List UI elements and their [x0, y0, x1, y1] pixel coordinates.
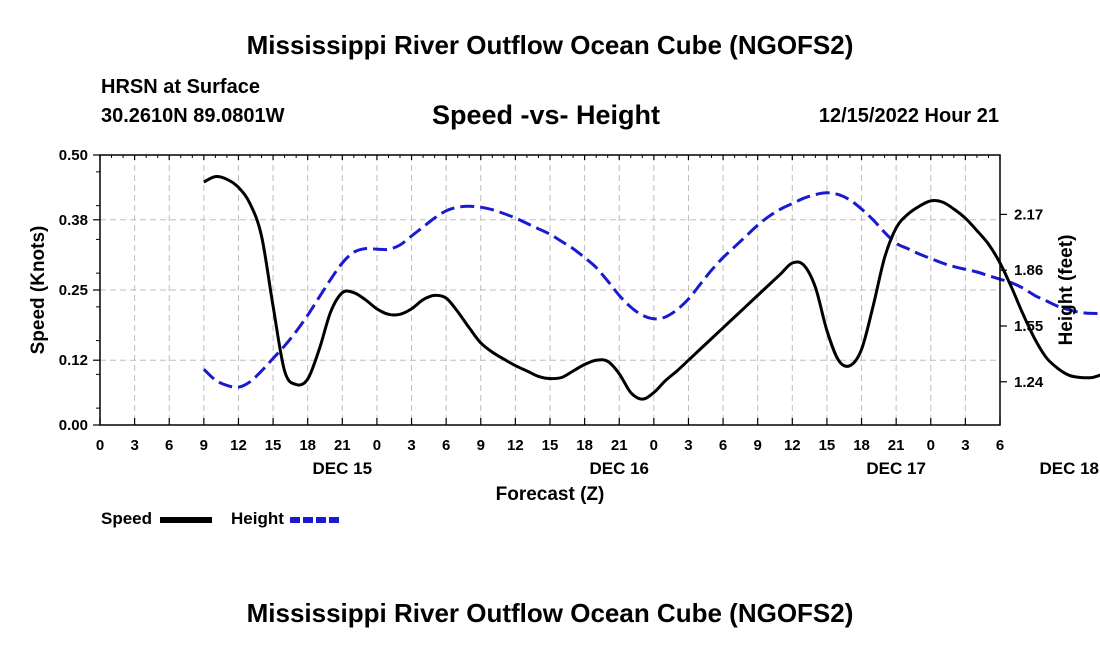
axes-group: 0 3 6 9 12 15 18 21 0 3 6 9 12 15 18 21 0 3 6 9 12 15 18 21 0 3 6 0…	[28, 147, 1099, 505]
x-day-label: DEC 15	[313, 459, 373, 478]
footer-title: Mississippi River Outflow Ocean Cube (NG…	[246, 598, 854, 628]
x-tick-label: 0	[96, 437, 104, 454]
y-tick-label: 0.38	[59, 212, 88, 229]
x-tick-label: 18	[299, 437, 316, 454]
x-tick-label: 18	[576, 437, 593, 454]
x-tick-label: 6	[442, 437, 450, 454]
x-tick-label: 3	[961, 437, 969, 454]
speed-series-line	[203, 174, 1100, 401]
x-tick-label: 9	[477, 437, 485, 454]
x-tick-label: 15	[542, 437, 559, 454]
legend-height-label: Height	[231, 509, 284, 528]
x-tick-label: 21	[888, 437, 905, 454]
x-tick-label: 15	[265, 437, 282, 454]
legend-speed-label: Speed	[101, 509, 153, 528]
station-label: HRSN at Surface	[101, 76, 260, 98]
coordinates-label: 30.2610N 89.0801W	[101, 105, 285, 127]
y-tick-label: 0.00	[59, 417, 88, 434]
x-tick-label: 3	[130, 437, 138, 454]
x-tick-label: 9	[200, 437, 208, 454]
x-tick-label: 15	[819, 437, 836, 454]
y2-tick-label: 1.55	[1014, 318, 1043, 335]
x-tick-label: 0	[927, 437, 935, 454]
x-day-label: DEC 18	[1039, 459, 1099, 478]
height-series-line	[202, 191, 1100, 389]
x-tick-label: 12	[230, 437, 247, 454]
x-tick-label: 6	[996, 437, 1004, 454]
x-day-label: DEC 17	[866, 459, 926, 478]
y2-tick-label: 2.17	[1014, 206, 1043, 223]
x-tick-label: 18	[853, 437, 870, 454]
x-tick-label: 6	[165, 437, 173, 454]
y2-tick-label: 1.24	[1014, 374, 1044, 391]
y-tick-label: 0.25	[59, 282, 88, 299]
x-tick-label: 12	[784, 437, 801, 454]
x-tick-label: 21	[611, 437, 628, 454]
x-tick-label: 3	[407, 437, 415, 454]
legend-speed-swatch	[160, 517, 212, 523]
x-tick-label: 21	[334, 437, 351, 454]
x-tick-label: 3	[684, 437, 692, 454]
x-tick-label: 12	[507, 437, 524, 454]
forecast-datetime: 12/15/2022 Hour 21	[818, 105, 999, 127]
y-tick-label: 0.50	[59, 147, 88, 164]
x-tick-label: 0	[650, 437, 658, 454]
x-tick-label: 0	[373, 437, 381, 454]
speed-series-group	[203, 174, 1100, 401]
x-tick-label: 6	[719, 437, 727, 454]
y-axis-title: Speed (Knots)	[28, 226, 49, 355]
y2-tick-label: 1.86	[1014, 262, 1043, 279]
y-tick-label: 0.12	[59, 352, 88, 369]
grid-lines	[100, 155, 1000, 425]
x-tick-label: 9	[754, 437, 762, 454]
height-series-group	[202, 191, 1100, 389]
y2-axis-title: Height (feet)	[1056, 235, 1077, 346]
x-axis-title: Forecast (Z)	[496, 484, 605, 505]
legend-height-swatch	[290, 517, 342, 523]
chart-title: Mississippi River Outflow Ocean Cube (NG…	[246, 30, 854, 60]
x-day-label: DEC 16	[589, 459, 649, 478]
chart-subtitle: Speed -vs- Height	[432, 100, 661, 130]
